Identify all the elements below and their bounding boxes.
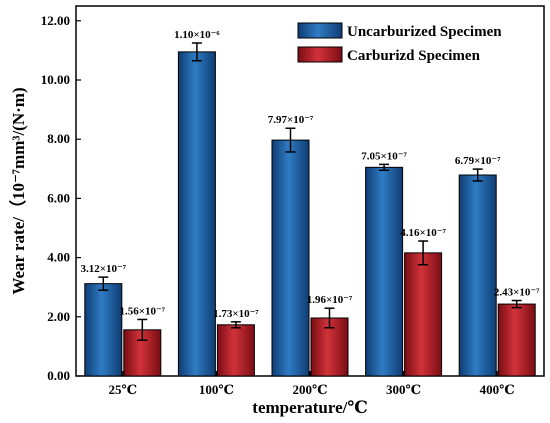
bar-carburized (216, 324, 255, 377)
data-label: 1.73×10⁻⁷ (213, 308, 259, 320)
data-label: 3.12×10⁻⁷ (80, 263, 126, 275)
data-label: 7.05×10⁻⁷ (361, 150, 407, 162)
legend-swatch-carburized (297, 46, 343, 63)
x-axis-title: temperature/℃ (252, 398, 367, 417)
x-tick-label: 25℃ (109, 382, 138, 397)
y-axis-title: Wear rate/（10⁻⁷mm³/(N·m) (8, 87, 28, 294)
legend-label-carburized: Carburizd Specimen (347, 48, 481, 64)
x-tick-label: 100℃ (199, 382, 234, 397)
legend-swatch-uncarburized (297, 22, 343, 39)
x-tick-label: 200℃ (292, 382, 327, 397)
bar-carburized (404, 252, 443, 377)
bar-carburized (497, 303, 536, 377)
bar-uncarburized (458, 174, 497, 377)
data-label: 7.97×10⁻⁷ (268, 114, 314, 126)
y-tick-label: 0.00 (47, 368, 70, 383)
legend: Uncarburized Specimen Carburizd Specimen (297, 22, 502, 64)
x-tick-label: 400℃ (480, 382, 515, 397)
bar-carburized (123, 329, 162, 377)
y-tick-label: 10.00 (41, 72, 70, 87)
bar-uncarburized (84, 283, 123, 377)
y-tick-label: 12.00 (41, 13, 70, 28)
bar-uncarburized (365, 166, 404, 377)
data-label: 1.10×10⁻⁶ (174, 29, 220, 41)
x-axis: 25℃ 100℃ 200℃ 300℃ 400℃ (109, 371, 515, 397)
y-tick-label: 8.00 (47, 131, 70, 146)
data-label: 1.96×10⁻⁷ (307, 294, 353, 306)
y-axis: 0.00 2.00 4.00 6.00 8.00 10.00 12.00 (41, 13, 81, 383)
data-label: 6.79×10⁻⁷ (455, 155, 501, 167)
data-label: 2.43×10⁻⁷ (494, 287, 540, 299)
x-tick-label: 300℃ (386, 382, 421, 397)
legend-label-uncarburized: Uncarburized Specimen (347, 24, 502, 40)
bar-uncarburized (177, 51, 216, 377)
data-label: 1.56×10⁻⁷ (119, 305, 165, 317)
y-tick-label: 4.00 (47, 250, 70, 265)
data-label: 4.16×10⁻⁷ (400, 227, 446, 239)
y-tick-label: 6.00 (47, 190, 70, 205)
bars-group (84, 42, 536, 377)
data-labels-group: 3.12×10⁻⁷ 1.56×10⁻⁷ 1.10×10⁻⁶ 1.73×10⁻⁷ 7.97… (80, 29, 540, 320)
bar-uncarburized (271, 139, 310, 377)
y-tick-label: 2.00 (47, 309, 70, 324)
